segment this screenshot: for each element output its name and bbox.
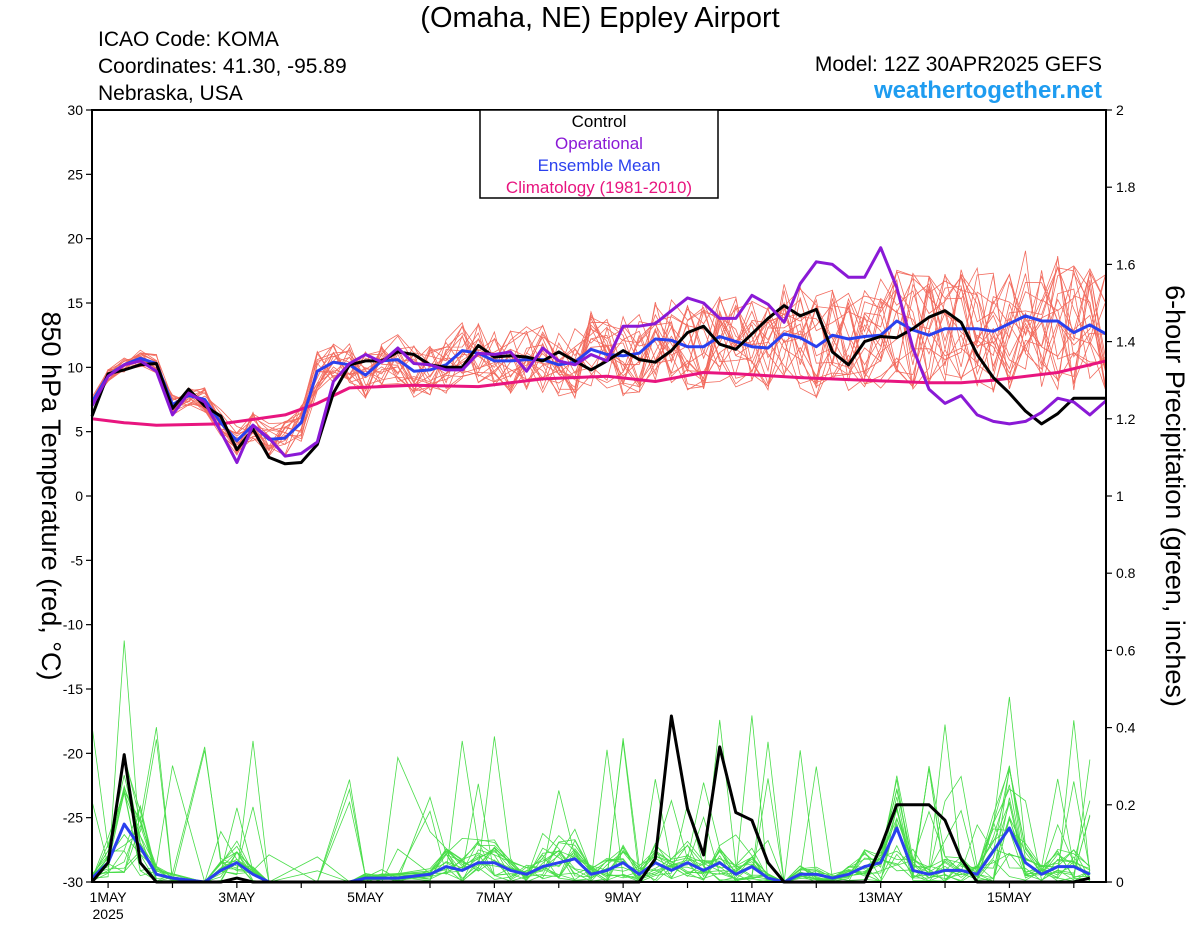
x-tick-label: 15MAY (987, 889, 1033, 905)
y-tick-label-left: 20 (67, 231, 83, 247)
legend: Control Operational Ensemble Mean Climat… (479, 109, 719, 199)
y-tick-label-right: 2 (1116, 102, 1124, 118)
precipitation-member-trace (91, 750, 1091, 883)
x-tick-label: 1MAY (90, 889, 128, 905)
y-tick-label-left: -30 (63, 874, 83, 890)
y-tick-label-left: 15 (67, 295, 83, 311)
temperature-member-trace (91, 268, 1107, 456)
legend-ensemble-mean: Ensemble Mean (538, 156, 661, 175)
y-tick-label-left: 0 (75, 488, 83, 504)
temperature-member-trace (91, 265, 1107, 456)
axes-layer: 302520151050-5-10-15-20-25-3021.81.61.41… (63, 102, 1136, 922)
y-tick-label-right: 0.4 (1116, 720, 1136, 736)
x-tick-label: 5MAY (347, 889, 385, 905)
y-tick-label-right: 0 (1116, 874, 1124, 890)
region: Nebraska, USA (98, 82, 243, 105)
y-tick-label-left: 30 (67, 102, 83, 118)
precipitation-member-trace (91, 719, 1091, 883)
x-tick-sublabel: 2025 (93, 906, 124, 922)
y-tick-label-left: -10 (63, 617, 83, 633)
x-tick-label: 7MAY (476, 889, 514, 905)
series-layer (90, 246, 1107, 884)
temp-operational-line (90, 246, 1107, 464)
legend-control: Control (572, 112, 627, 131)
y-tick-label-right: 1.4 (1116, 334, 1136, 350)
legend-operational: Operational (555, 134, 643, 153)
precipitation-member-trace (91, 801, 1091, 883)
y-tick-label-right: 1.8 (1116, 179, 1136, 195)
temperature-members (91, 250, 1107, 458)
icao-code: ICAO Code: KOMA (98, 28, 279, 51)
x-tick-label: 9MAY (605, 889, 643, 905)
y-axis-label-left: 850 hPa Temperature (red, °C) (36, 312, 66, 681)
x-tick-label: 3MAY (218, 889, 256, 905)
chart-title: (Omaha, NE) Eppley Airport (420, 2, 780, 34)
model-run: Model: 12Z 30APR2025 GEFS (814, 53, 1102, 76)
y-tick-label-right: 1.6 (1116, 256, 1136, 272)
temperature-member-trace (91, 270, 1107, 455)
site-link[interactable]: weathertogether.net (873, 77, 1102, 104)
temperature-member-trace (91, 266, 1107, 454)
coordinates: Coordinates: 41.30, -95.89 (98, 55, 347, 78)
legend-box (479, 109, 719, 199)
temp-control-line (90, 304, 1106, 466)
y-tick-label-left: 25 (67, 166, 83, 182)
y-tick-label-right: 1.2 (1116, 411, 1136, 427)
y-tick-label-left: 5 (75, 424, 83, 440)
precip-ensemble-mean-line (90, 822, 1091, 884)
climatology-line (91, 359, 1107, 427)
plot-frame (91, 109, 1107, 883)
temperature-member-trace (91, 276, 1107, 450)
x-tick-label: 11MAY (730, 889, 774, 905)
y-tick-label-left: -5 (71, 552, 84, 568)
x-tick-label: 13MAY (858, 889, 904, 905)
precipitation-member-trace (91, 720, 1091, 883)
legend-climatology: Climatology (1981-2010) (506, 178, 692, 197)
y-tick-label-left: -15 (63, 681, 83, 697)
precipitation-member-trace (91, 739, 1091, 883)
y-tick-label-right: 0.8 (1116, 565, 1136, 581)
y-tick-label-left: -20 (63, 745, 83, 761)
y-tick-label-right: 0.2 (1116, 797, 1136, 813)
y-axis-label-right: 6-hour Precipitation (green, inches) (1160, 285, 1190, 707)
y-tick-label-left: -25 (63, 810, 83, 826)
y-tick-label-right: 1 (1116, 488, 1124, 504)
y-tick-label-left: 10 (67, 359, 83, 375)
y-tick-label-right: 0.6 (1116, 642, 1136, 658)
precipitation-members (91, 640, 1091, 883)
